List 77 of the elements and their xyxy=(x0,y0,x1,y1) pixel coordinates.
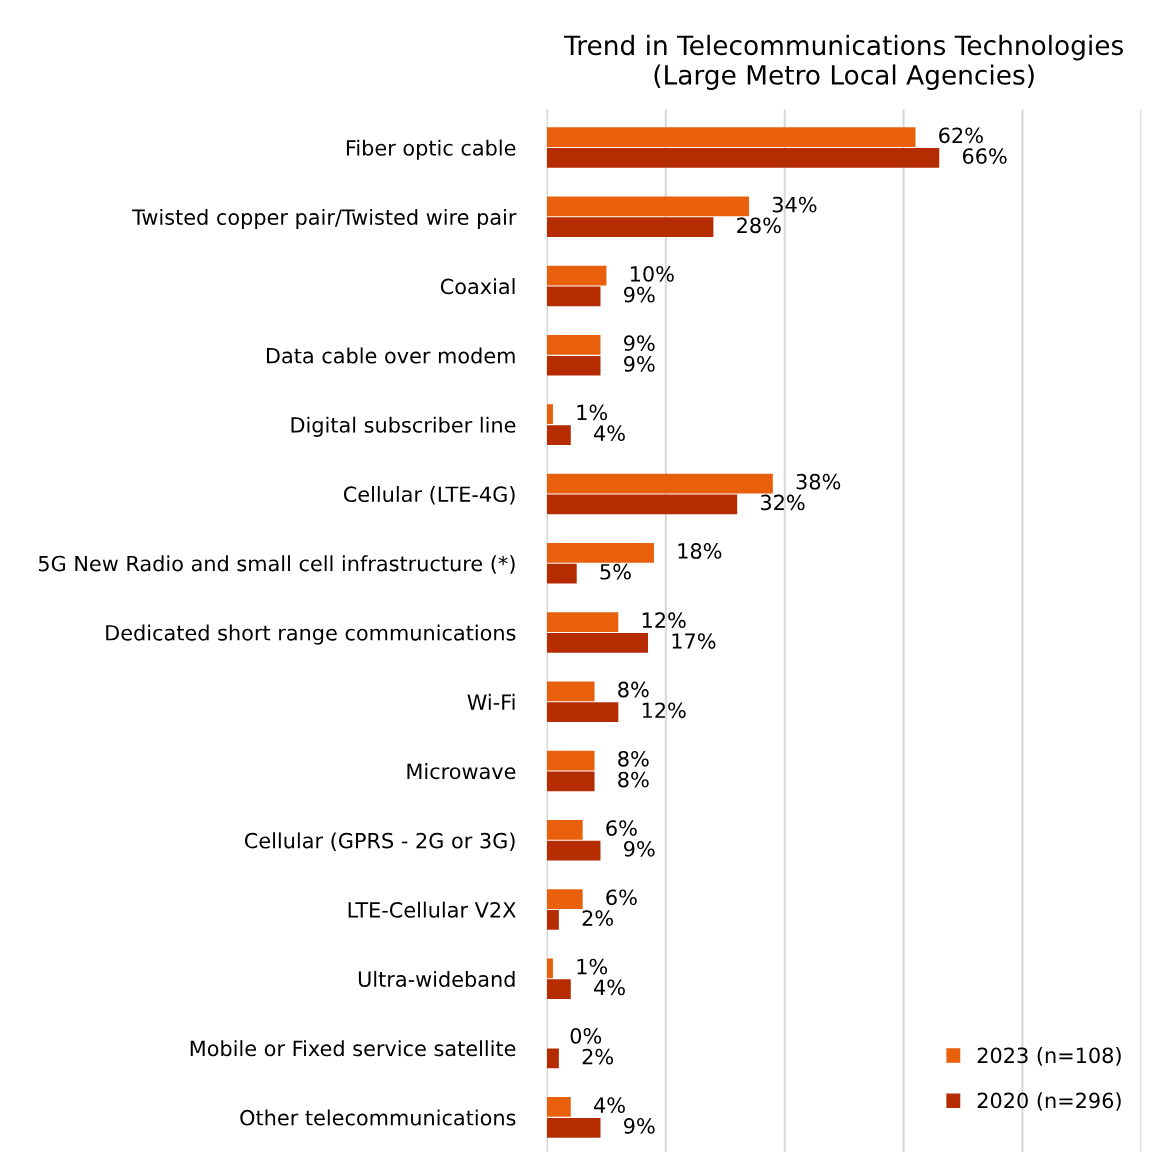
y-tick-label: Microwave xyxy=(407,763,516,780)
bar xyxy=(547,196,750,217)
data-label: 10% xyxy=(630,265,674,282)
y-tick-label: Wi-Fi xyxy=(467,693,515,710)
bar xyxy=(547,632,649,653)
data-label: 9% xyxy=(624,1118,655,1134)
bar xyxy=(547,1117,601,1138)
data-label: 18% xyxy=(678,543,722,559)
bar xyxy=(547,889,583,910)
data-label: 9% xyxy=(624,356,655,372)
bar xyxy=(547,702,619,722)
y-tick-label: Mobile or Fixed service satellite xyxy=(190,1040,516,1057)
data-label: 38% xyxy=(796,473,841,490)
data-label: 9% xyxy=(624,286,655,303)
data-label: 8% xyxy=(618,750,649,767)
data-label: 9% xyxy=(624,335,655,352)
bar xyxy=(547,771,595,792)
y-tick-label: Digital subscriber line xyxy=(291,416,516,437)
data-label: 62% xyxy=(939,127,983,144)
data-label: 12% xyxy=(642,612,686,629)
legend-label: 2023 (n=108) xyxy=(977,1047,1121,1066)
y-tick-label: Data cable over modem xyxy=(266,347,515,364)
data-label: 6% xyxy=(606,889,637,906)
data-label: 12% xyxy=(642,702,686,719)
y-tick-label: Other telecommunications xyxy=(240,1109,516,1126)
data-label: 6% xyxy=(606,820,637,836)
y-tick-label: Dedicated short range communications xyxy=(106,624,516,645)
data-label: 32% xyxy=(760,494,805,511)
bar xyxy=(547,425,571,445)
bar xyxy=(547,750,595,771)
bar xyxy=(547,979,571,1000)
bar xyxy=(547,494,738,515)
bar xyxy=(547,840,601,861)
data-label: 1% xyxy=(577,404,608,421)
y-tick-label: Twisted copper pair/Twisted wire pair xyxy=(132,208,517,230)
data-label: 0% xyxy=(570,1027,602,1044)
data-label: 2% xyxy=(582,910,614,926)
bar xyxy=(547,473,773,494)
data-label: 8% xyxy=(618,681,649,698)
data-label: 4% xyxy=(594,1097,625,1114)
bar xyxy=(547,542,654,563)
data-label: 9% xyxy=(624,840,655,857)
data-label: 28% xyxy=(737,217,781,234)
data-label: 5% xyxy=(600,563,631,580)
bar xyxy=(547,335,601,355)
bar xyxy=(547,404,553,425)
bar xyxy=(547,1048,559,1069)
bar xyxy=(547,1097,571,1117)
bar xyxy=(547,148,940,168)
data-label: 8% xyxy=(618,771,649,788)
bar xyxy=(547,958,553,979)
data-label: 66% xyxy=(962,148,1007,164)
y-tick-label: 5G New Radio and small cell infrastructure (*) xyxy=(38,555,515,574)
bar xyxy=(547,286,601,307)
y-tick-label: Cellular (GPRS - 2G or 3G) xyxy=(244,832,515,851)
data-label: 4% xyxy=(594,979,625,996)
y-tick-label: Ultra-wideband xyxy=(358,970,515,988)
y-tick-label: LTE-Cellular V2X xyxy=(348,901,516,918)
data-label: 34% xyxy=(772,196,817,213)
data-label: 1% xyxy=(577,958,608,975)
bar xyxy=(547,265,607,286)
bar xyxy=(547,127,916,148)
bar xyxy=(547,217,714,238)
data-label: 4% xyxy=(594,425,625,442)
chart-title: Trend in Telecommunications Technologies (Large Metro Local Agencies) xyxy=(563,34,1123,90)
bar xyxy=(547,355,601,376)
bar xyxy=(547,681,595,702)
y-tick-label: Fiber optic cable xyxy=(346,139,516,160)
legend-label: 2020 (n=296) xyxy=(977,1092,1121,1111)
y-tick-label: Coaxial xyxy=(440,278,515,295)
y-tick-label: Cellular (LTE-4G) xyxy=(343,485,515,505)
bar xyxy=(547,612,619,632)
bar xyxy=(547,820,583,840)
data-label: 2% xyxy=(582,1048,614,1065)
data-label: 17% xyxy=(672,633,716,649)
bar xyxy=(547,563,577,584)
bar xyxy=(547,910,559,930)
